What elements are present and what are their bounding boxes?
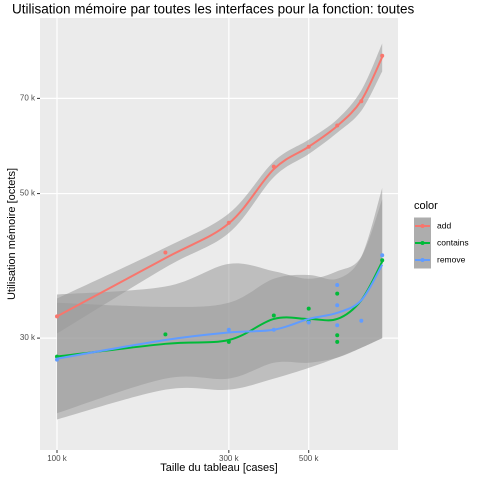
data-point [226, 327, 231, 332]
data-point [335, 291, 340, 296]
data-point [380, 258, 385, 263]
x-axis-label: Taille du tableau [cases] [160, 462, 277, 474]
x-tick-label: 100 k [47, 454, 68, 463]
legend-dot [420, 241, 425, 245]
y-tick-label: 30 k [20, 333, 36, 342]
data-point [271, 313, 276, 318]
data-point [380, 53, 385, 58]
legend-label: add [437, 220, 451, 230]
data-point [306, 306, 311, 311]
data-point [335, 323, 340, 328]
y-tick-label: 50 k [20, 189, 36, 198]
data-point [335, 303, 340, 308]
data-point [306, 320, 311, 325]
confidence-band [56, 199, 383, 420]
legend-dot [420, 258, 425, 262]
confidence-band [56, 43, 383, 334]
data-point [359, 318, 364, 323]
data-point [380, 253, 385, 258]
chart-title: Utilisation mémoire par toutes les inter… [12, 2, 414, 17]
y-tick-label: 70 k [20, 93, 36, 102]
smooth-line [56, 56, 384, 318]
legend-label: remove [437, 254, 466, 264]
legend-dot [420, 224, 425, 228]
x-tick-label: 500 k [299, 454, 320, 463]
legend-label: contains [437, 237, 469, 247]
smooth-line [56, 264, 384, 360]
legend-title: color [414, 200, 438, 212]
data-point [163, 250, 168, 255]
x-tick-label: 300 k [219, 454, 240, 463]
data-point [335, 282, 340, 287]
data-point [335, 339, 340, 344]
data-point [335, 333, 340, 338]
y-axis-label: Utilisation mémoire [octets] [6, 168, 18, 300]
data-point [163, 332, 168, 337]
